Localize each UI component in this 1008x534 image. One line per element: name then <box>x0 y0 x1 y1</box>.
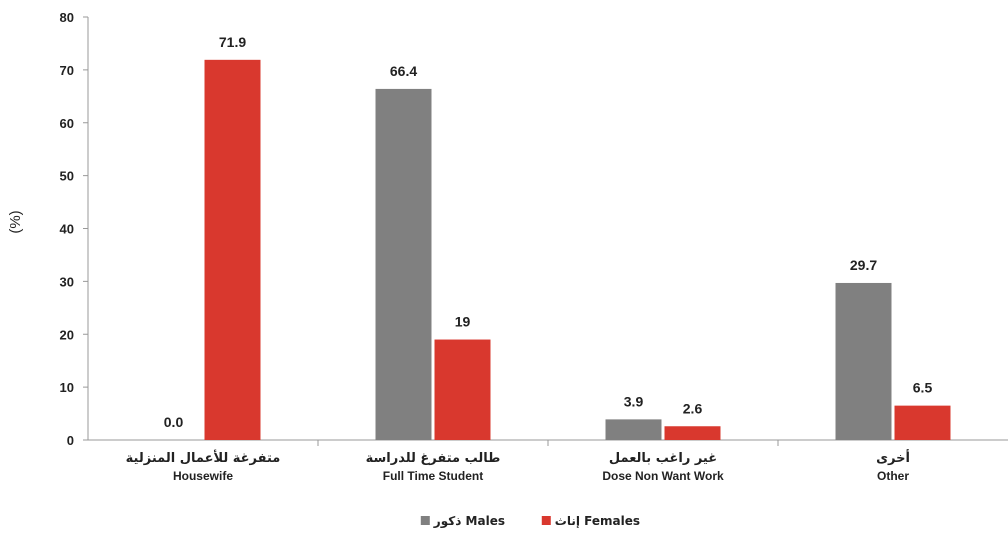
legend-swatch <box>420 516 430 525</box>
bar-females <box>434 339 491 440</box>
y-axis-label: (%) <box>7 210 24 233</box>
data-label: 66.4 <box>390 63 417 79</box>
category-label-ar: متفرغة للأعمال المنزلية <box>126 449 281 466</box>
y-tick-label: 10 <box>60 380 74 395</box>
bar-males <box>605 419 662 440</box>
y-tick-label: 20 <box>60 327 74 342</box>
data-label: 19 <box>455 314 471 330</box>
category-label-en: Full Time Student <box>383 469 483 483</box>
category-labels: متفرغة للأعمال المنزلية Housewife طالب متف… <box>126 449 910 483</box>
y-tick-label: 60 <box>60 116 74 131</box>
bars <box>204 59 951 441</box>
data-label: 6.5 <box>913 380 933 396</box>
category-label-ar: طالب متفرغ للدراسة <box>366 451 501 466</box>
category-label-en: Housewife <box>173 469 233 483</box>
category-label-en: Dose Non Want Work <box>602 469 724 483</box>
bar-females <box>204 59 261 441</box>
data-label: 29.7 <box>850 257 877 273</box>
legend-label: ذكور Males <box>433 514 505 529</box>
y-tick-label: 30 <box>60 274 74 289</box>
category-label-ar: أخرى <box>876 449 910 466</box>
bar-males <box>375 88 432 440</box>
data-label: 2.6 <box>683 400 703 416</box>
data-label: 0.0 <box>164 414 184 430</box>
bar-males <box>835 282 892 440</box>
legend-swatch <box>541 516 551 525</box>
data-label: 71.9 <box>219 34 246 50</box>
y-tick-label: 50 <box>60 169 74 184</box>
bar-females <box>894 405 951 440</box>
legend: ذكور Males إناث Females <box>420 514 640 529</box>
y-tick-label: 70 <box>60 63 74 78</box>
category-label-en: Other <box>877 469 909 483</box>
data-labels: 0.0 71.9 66.4 19 3.9 2.6 29.7 6.5 <box>164 34 933 430</box>
category-label-ar: غير راغب بالعمل <box>609 451 717 466</box>
data-label: 3.9 <box>624 393 644 409</box>
y-tick-label: 40 <box>60 222 74 237</box>
y-tick-label: 0 <box>67 433 74 448</box>
legend-label: إناث Females <box>555 514 640 528</box>
bar-females <box>664 426 721 440</box>
y-tick-label: 80 <box>60 10 74 25</box>
y-tick-labels: 0 10 20 30 40 50 60 70 80 <box>60 10 74 448</box>
